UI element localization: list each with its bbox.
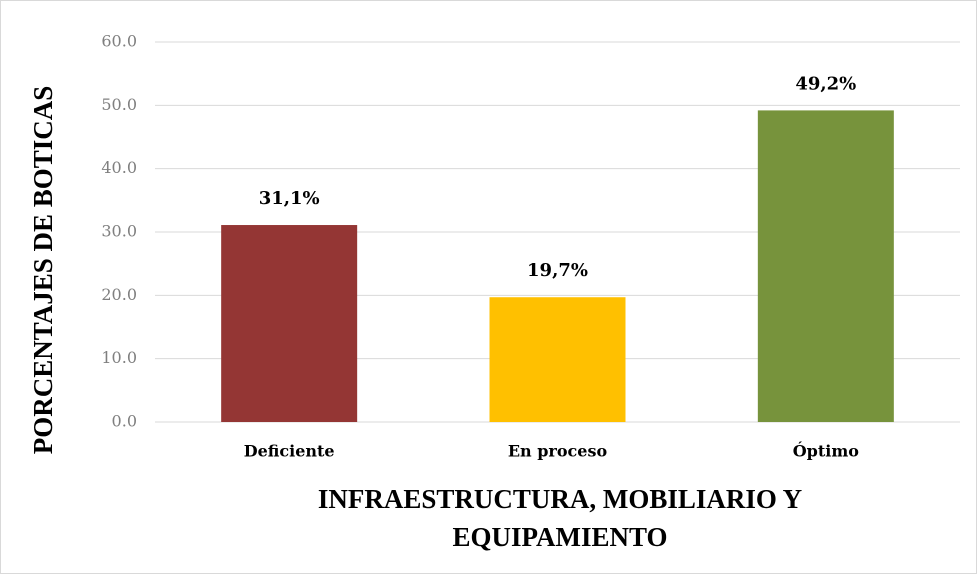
bar xyxy=(489,297,626,422)
data-label: 49,2% xyxy=(795,73,856,94)
data-label: 19,7% xyxy=(527,260,588,281)
x-tick-label: Óptimo xyxy=(793,441,860,461)
y-tick-label: 20.0 xyxy=(101,285,137,304)
x-tick-label: En proceso xyxy=(508,442,608,461)
bar xyxy=(221,225,358,422)
y-tick-label: 60.0 xyxy=(101,32,137,51)
y-tick-label: 30.0 xyxy=(101,222,137,241)
y-tick-label: 0.0 xyxy=(112,412,137,431)
bar xyxy=(757,110,894,423)
y-tick-label: 10.0 xyxy=(101,348,137,367)
x-tick-label: Deficiente xyxy=(244,442,335,461)
data-label: 31,1% xyxy=(259,188,320,209)
y-axis-title: PORCENTAJES DE BOTICAS xyxy=(28,86,58,455)
y-tick-label: 40.0 xyxy=(101,158,137,177)
x-axis-title: INFRAESTRUCTURA, MOBILIARIO Y EQUIPAMIEN… xyxy=(317,484,803,552)
y-tick-label: 50.0 xyxy=(101,95,137,114)
